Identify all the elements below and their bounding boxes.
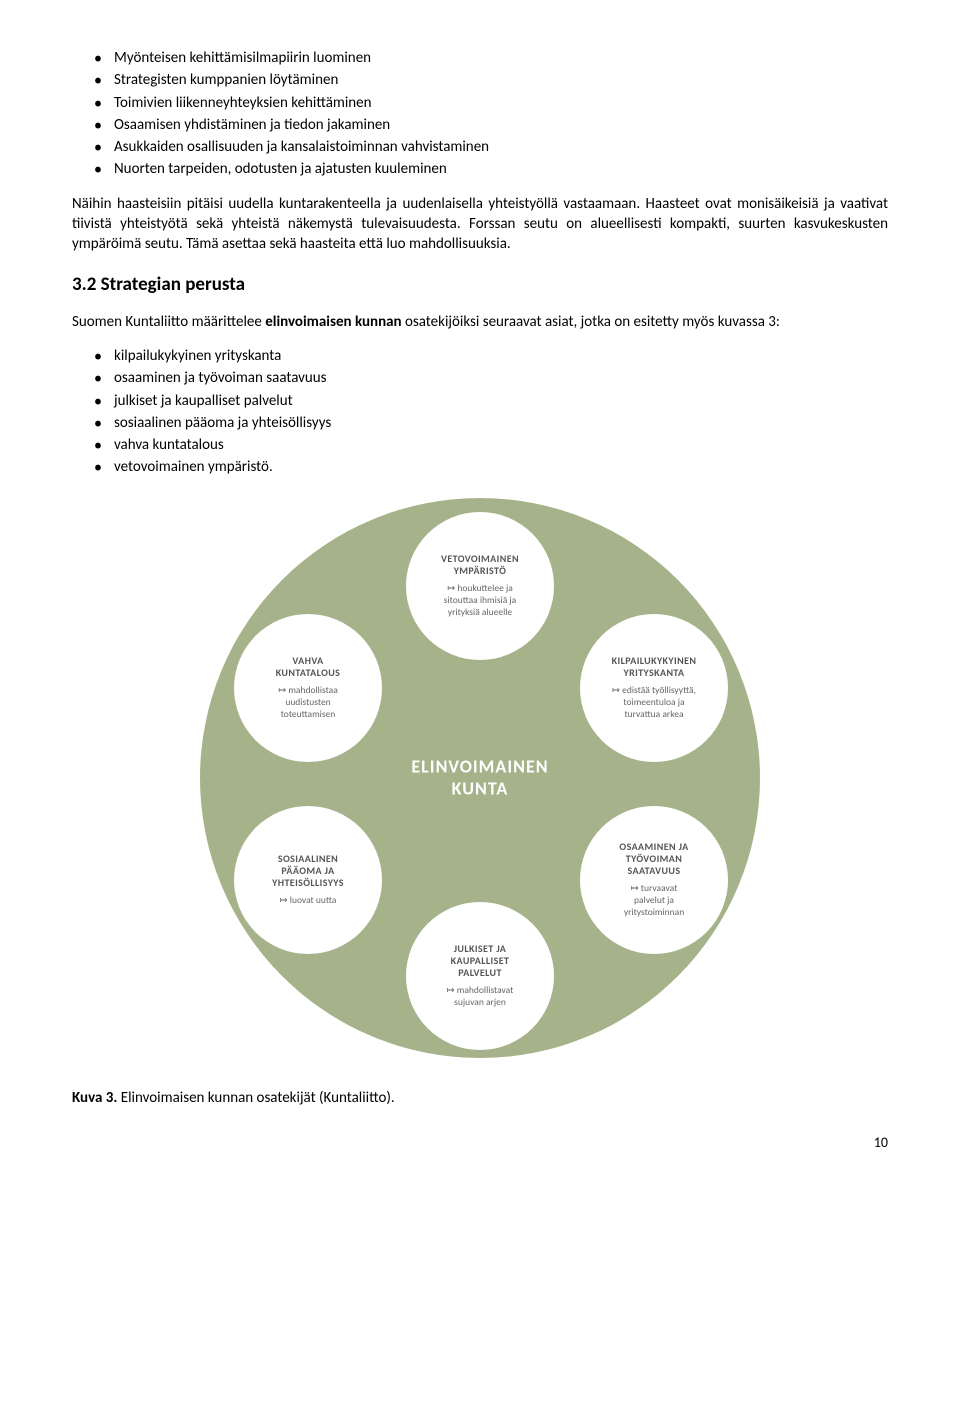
page-number: 10 xyxy=(72,1134,888,1153)
list-item: Toimivien liikenneyhteyksien kehittämine… xyxy=(114,93,888,113)
diagram-center-label: ELINVOIMAINENKUNTA xyxy=(411,755,548,800)
diagram-node-title: SOSIAALINENPÄÄOMA JAYHTEISÖLLISYYS xyxy=(272,853,344,889)
list-item: Asukkaiden osallisuuden ja kansalaistoim… xyxy=(114,137,888,157)
diagram-node: KILPAILUKYKYINENYRITYSKANTA ↦ edistää työ… xyxy=(580,614,728,762)
diagram-node: OSAAMINEN JATYÖVOIMANSAATAVUUS ↦ turvaava… xyxy=(580,806,728,954)
diagram-node-title: JULKISET JAKAUPALLISETPALVELUT xyxy=(451,943,510,979)
caption-text: Elinvoimaisen kunnan osatekijät (Kuntali… xyxy=(117,1089,394,1107)
diagram-node: SOSIAALINENPÄÄOMA JAYHTEISÖLLISYYS ↦ luov… xyxy=(234,806,382,954)
diagram-node-title: VAHVAKUNTATALOUS xyxy=(276,655,341,679)
paragraph-2: Suomen Kuntaliitto määrittelee elinvoima… xyxy=(72,312,888,332)
diagram-node: JULKISET JAKAUPALLISETPALVELUT ↦ mahdolli… xyxy=(406,902,554,1050)
para2-prefix: Suomen Kuntaliitto määrittelee xyxy=(72,313,265,331)
diagram-node-desc: ↦ turvaavatpalvelut jayritystoiminnan xyxy=(624,883,684,919)
diagram-node-desc: ↦ edistää työllisyyttä,toimeentuloa jatu… xyxy=(612,685,696,721)
list-item: vetovoimainen ympäristö. xyxy=(114,457,888,477)
list-item: Nuorten tarpeiden, odotusten ja ajatuste… xyxy=(114,159,888,179)
diagram-node-title: VETOVOIMAINENYMPÄRISTÖ xyxy=(441,553,519,577)
section-heading: 3.2 Strategian perusta xyxy=(72,272,888,298)
diagram-node-desc: ↦ houkuttelee jasitouttaa ihmisiä jayrit… xyxy=(444,583,517,619)
caption-bold: Kuva 3. xyxy=(72,1089,117,1107)
diagram-node: VETOVOIMAINENYMPÄRISTÖ ↦ houkuttelee jasi… xyxy=(406,512,554,660)
diagram-node-desc: ↦ luovat uutta xyxy=(280,895,337,907)
mid-bullet-list: kilpailukykyinen yrityskanta osaaminen j… xyxy=(72,346,888,478)
list-item: julkiset ja kaupalliset palvelut xyxy=(114,391,888,411)
list-item: vahva kuntatalous xyxy=(114,435,888,455)
figure-caption: Kuva 3. Elinvoimaisen kunnan osatekijät … xyxy=(72,1088,888,1108)
para2-bold: elinvoimaisen kunnan xyxy=(265,313,401,331)
list-item: Strategisten kumppanien löytäminen xyxy=(114,70,888,90)
para2-suffix: osatekijöiksi seuraavat asiat, jotka on … xyxy=(402,313,780,331)
list-item: Osaamisen yhdistäminen ja tiedon jakamin… xyxy=(114,115,888,135)
diagram-node-desc: ↦ mahdollistaauudistustentoteuttamisen xyxy=(278,685,338,721)
paragraph-1: Näihin haasteisiin pitäisi uudella kunta… xyxy=(72,194,888,255)
diagram-node-title: KILPAILUKYKYINENYRITYSKANTA xyxy=(612,655,697,679)
diagram-node: VAHVAKUNTATALOUS ↦ mahdollistaauudistuste… xyxy=(234,614,382,762)
list-item: osaaminen ja työvoiman saatavuus xyxy=(114,368,888,388)
diagram-elinvoimainen-kunta: ELINVOIMAINENKUNTA VETOVOIMAINENYMPÄRIST… xyxy=(200,498,760,1058)
diagram-node-desc: ↦ mahdollistavatsujuvan arjen xyxy=(447,985,514,1009)
diagram-node-title: OSAAMINEN JATYÖVOIMANSAATAVUUS xyxy=(619,841,688,877)
list-item: sosiaalinen pääoma ja yhteisöllisyys xyxy=(114,413,888,433)
list-item: Myönteisen kehittämisilmapiirin luominen xyxy=(114,48,888,68)
top-bullet-list: Myönteisen kehittämisilmapiirin luominen… xyxy=(72,48,888,180)
list-item: kilpailukykyinen yrityskanta xyxy=(114,346,888,366)
